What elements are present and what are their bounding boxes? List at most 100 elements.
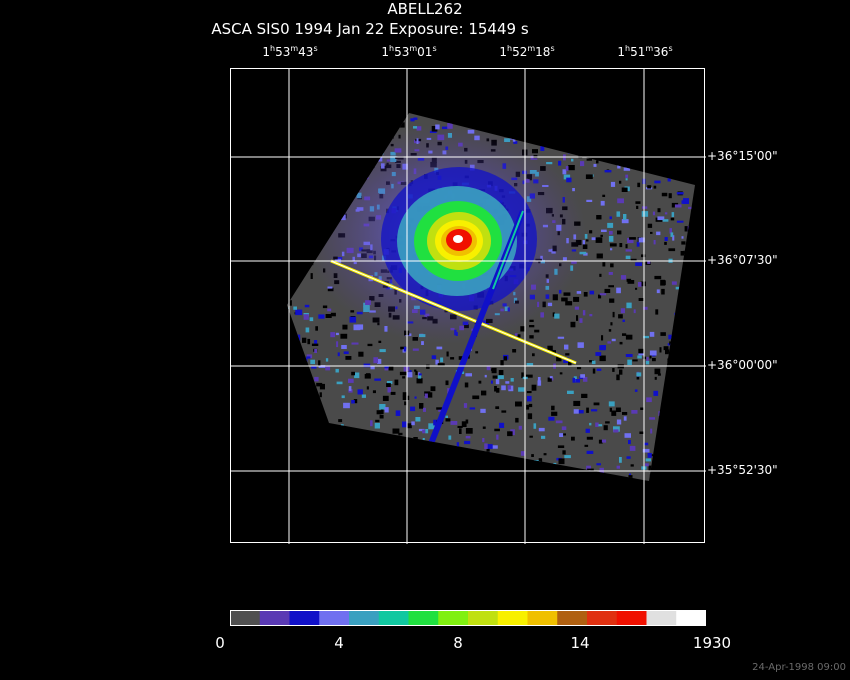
noise-pixel <box>573 296 580 302</box>
noise-pixel <box>432 472 435 478</box>
noise-pixel <box>309 317 314 322</box>
noise-pixel <box>427 445 433 451</box>
noise-pixel <box>287 231 289 236</box>
noise-pixel <box>694 139 695 144</box>
noise-pixel <box>399 371 407 376</box>
noise-pixel <box>310 199 314 203</box>
noise-pixel <box>526 374 533 378</box>
observation-subtitle: ASCA SIS0 1994 Jan 22 Exposure: 15449 s <box>211 20 529 38</box>
noise-pixel <box>638 298 644 301</box>
noise-pixel <box>617 198 624 204</box>
noise-pixel <box>433 462 439 467</box>
noise-pixel <box>512 349 517 353</box>
noise-pixel <box>559 433 564 437</box>
noise-pixel <box>482 438 485 443</box>
noise-pixel <box>480 408 486 413</box>
noise-pixel <box>487 452 491 456</box>
noise-pixel <box>501 385 506 391</box>
noise-pixel <box>350 161 353 167</box>
noise-pixel <box>633 138 638 142</box>
noise-pixel <box>412 463 420 468</box>
noise-pixel <box>678 321 681 325</box>
noise-pixel <box>654 166 657 172</box>
chip-gap-edge <box>492 210 524 290</box>
noise-pixel <box>428 483 433 488</box>
noise-pixel <box>311 476 317 481</box>
noise-pixel <box>619 457 622 463</box>
noise-pixel <box>507 385 511 390</box>
noise-pixel <box>635 287 638 290</box>
noise-pixel <box>353 117 357 123</box>
noise-pixel <box>304 134 308 137</box>
noise-pixel <box>379 414 384 419</box>
noise-pixel <box>605 421 610 424</box>
noise-pixel <box>498 370 504 375</box>
noise-pixel <box>627 280 635 284</box>
noise-pixel <box>553 462 557 468</box>
noise-pixel <box>373 141 377 147</box>
noise-pixel <box>363 363 371 368</box>
noise-pixel <box>609 216 612 220</box>
noise-pixel <box>526 475 533 480</box>
noise-pixel <box>600 234 603 237</box>
noise-pixel <box>300 376 307 381</box>
noise-pixel <box>300 405 304 410</box>
noise-pixel <box>595 133 599 138</box>
noise-pixel <box>564 466 568 471</box>
noise-pixel <box>318 314 325 319</box>
noise-pixel <box>700 399 704 402</box>
noise-pixel <box>409 370 412 374</box>
noise-pixel <box>287 426 288 431</box>
noise-pixel <box>387 387 391 393</box>
noise-pixel <box>586 239 589 242</box>
noise-pixel <box>314 376 319 382</box>
noise-pixel <box>384 367 389 371</box>
noise-pixel <box>304 304 310 308</box>
noise-pixel <box>629 473 631 477</box>
readout-streak-core <box>330 260 577 364</box>
noise-pixel <box>684 171 691 174</box>
noise-pixel <box>315 326 318 331</box>
noise-pixel <box>498 487 501 491</box>
noise-pixel <box>607 341 612 344</box>
noise-pixel <box>557 336 565 339</box>
noise-pixel <box>681 236 684 239</box>
noise-pixel <box>311 343 319 346</box>
noise-pixel <box>586 450 594 454</box>
noise-pixel <box>432 113 437 115</box>
colorbar-segment <box>468 610 499 626</box>
noise-pixel <box>633 139 638 143</box>
noise-pixel <box>364 374 371 379</box>
noise-pixel <box>345 356 352 360</box>
noise-pixel <box>292 166 299 171</box>
noise-pixel <box>480 458 483 461</box>
noise-pixel <box>681 389 685 396</box>
noise-pixel <box>327 178 330 183</box>
noise-pixel <box>626 456 631 459</box>
noise-pixel <box>675 359 680 365</box>
noise-pixel <box>463 403 468 408</box>
noise-pixel <box>671 418 679 422</box>
noise-pixel <box>600 200 605 206</box>
noise-pixel <box>586 199 593 202</box>
noise-pixel <box>308 218 314 224</box>
noise-pixel <box>370 420 373 427</box>
noise-pixel <box>625 255 631 259</box>
noise-pixel <box>652 358 656 362</box>
noise-pixel <box>682 427 686 432</box>
noise-pixel <box>363 146 370 151</box>
noise-pixel <box>503 356 508 361</box>
noise-pixel <box>292 455 300 461</box>
noise-pixel <box>635 201 641 204</box>
noise-pixel <box>309 414 317 419</box>
noise-pixel <box>436 346 443 350</box>
noise-pixel <box>321 472 329 478</box>
noise-pixel <box>360 162 365 165</box>
noise-pixel <box>351 429 357 435</box>
noise-pixel <box>700 180 702 183</box>
noise-pixel <box>621 219 629 224</box>
noise-pixel <box>565 301 573 306</box>
ra-tick-label: 1h52m18s <box>499 44 555 59</box>
noise-pixel <box>435 452 440 456</box>
noise-pixel <box>287 347 292 353</box>
